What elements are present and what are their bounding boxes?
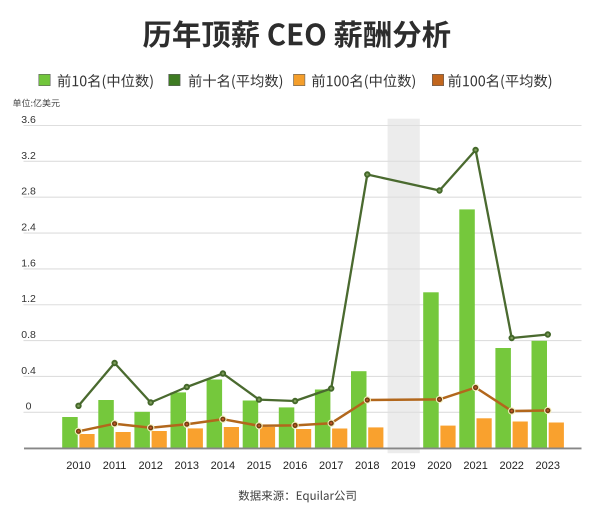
- svg-text:2021: 2021: [463, 460, 487, 472]
- svg-text:2010: 2010: [66, 460, 90, 472]
- svg-text:3.6: 3.6: [21, 114, 36, 126]
- svg-text:2015: 2015: [247, 460, 271, 472]
- svg-text:2012: 2012: [138, 460, 162, 472]
- svg-text:3.2: 3.2: [21, 150, 36, 162]
- svg-text:0.8: 0.8: [21, 329, 36, 341]
- svg-text:2014: 2014: [211, 460, 235, 472]
- svg-text:2.8: 2.8: [21, 186, 36, 198]
- svg-text:2019: 2019: [391, 460, 415, 472]
- svg-text:0: 0: [26, 401, 32, 413]
- svg-text:2.4: 2.4: [21, 221, 36, 233]
- svg-text:0.4: 0.4: [21, 365, 36, 377]
- svg-text:2020: 2020: [427, 460, 451, 472]
- svg-text:1.2: 1.2: [21, 293, 36, 305]
- svg-text:2016: 2016: [283, 460, 307, 472]
- svg-text:2011: 2011: [103, 460, 127, 472]
- svg-text:1.6: 1.6: [21, 257, 36, 269]
- svg-text:2022: 2022: [499, 460, 523, 472]
- svg-text:2013: 2013: [175, 460, 199, 472]
- svg-text:2023: 2023: [536, 460, 560, 472]
- svg-text:2018: 2018: [355, 460, 379, 472]
- svg-text:2017: 2017: [319, 460, 343, 472]
